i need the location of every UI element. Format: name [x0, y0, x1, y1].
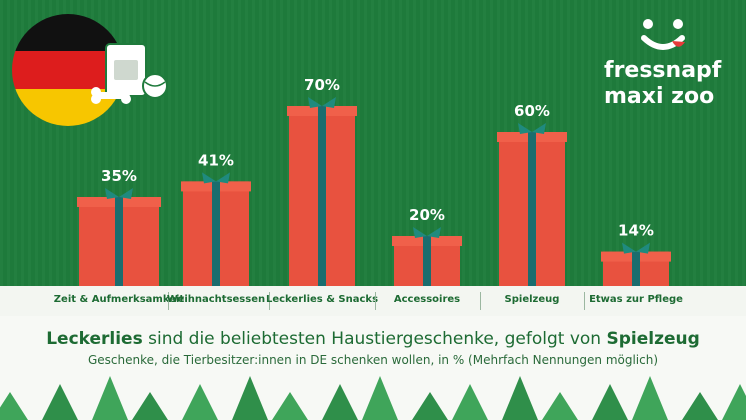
christmas-tree-icon — [362, 376, 398, 420]
bar-2: 41% — [181, 151, 251, 288]
category-label: Zeit & Aufmerksamkeit — [53, 294, 185, 305]
bar-bow-left — [518, 123, 532, 134]
bar-chart: 35% 41% 70% 20% 60% 14% — [77, 76, 671, 288]
christmas-tree-icon — [322, 384, 358, 420]
brand-line-1: fressnapf — [604, 58, 722, 83]
brand-face-icon — [641, 19, 685, 50]
christmas-tree-icon — [632, 376, 668, 420]
bar-bow-left — [202, 172, 216, 184]
bar-bow-right — [427, 227, 441, 238]
bar-bow-right — [532, 123, 546, 134]
category-label: Weihnachtsessen — [166, 294, 266, 305]
bar-1: 35% — [77, 167, 161, 288]
bar-bow-right — [322, 97, 336, 108]
axis-divider — [167, 292, 169, 310]
value-label: 60% — [514, 102, 550, 120]
christmas-tree-icon — [92, 376, 128, 420]
headline: Leckerlies sind die beliebtesten Haustie… — [0, 329, 746, 349]
christmas-trees-decoration — [0, 376, 746, 420]
headline-highlight-2: Spielzeug — [606, 329, 700, 349]
christmas-tree-icon — [542, 392, 578, 420]
value-label: 35% — [101, 167, 137, 185]
bar-bow-left — [308, 97, 322, 108]
bar-bow-left — [413, 227, 427, 238]
bar-bow-right — [216, 172, 230, 184]
bar-5: 60% — [497, 102, 567, 288]
christmas-tree-icon — [42, 384, 78, 420]
headline-middle: sind die beliebtesten Haustiergeschenke,… — [142, 329, 607, 349]
christmas-tree-icon — [232, 376, 268, 420]
brand-logo: fressnapf maxi zoo — [604, 58, 721, 110]
axis-divider — [269, 292, 270, 310]
category-axis — [0, 286, 746, 316]
value-label: 70% — [304, 76, 340, 94]
christmas-tree-icon — [272, 392, 308, 420]
category-label: Spielzeug — [504, 294, 560, 305]
christmas-tree-icon — [502, 376, 538, 420]
bar-bow-right — [119, 188, 133, 199]
bar-3: 70% — [287, 76, 357, 288]
pet-food-bag-icon — [105, 43, 147, 97]
germany-flag-icon — [12, 14, 168, 126]
brand-line-2: maxi zoo — [604, 84, 715, 109]
axis-divider — [584, 292, 585, 310]
christmas-tree-icon — [412, 392, 448, 420]
christmas-tree-icon — [182, 384, 218, 420]
value-label: 14% — [618, 222, 654, 240]
christmas-tree-icon — [452, 384, 488, 420]
christmas-tree-icon — [682, 392, 718, 420]
axis-divider — [374, 292, 376, 310]
category-label: Accessoires — [393, 294, 461, 305]
bar-ribbon — [212, 181, 220, 288]
christmas-tree-icon — [592, 384, 628, 420]
bar-ribbon — [318, 106, 326, 288]
christmas-tree-icon — [132, 392, 168, 420]
category-label: Leckerlies & Snacks — [265, 294, 379, 305]
category-label: Etwas zur Pflege — [589, 294, 683, 305]
bar-4: 20% — [392, 206, 462, 288]
bar-ribbon — [115, 197, 123, 288]
subheadline: Geschenke, die Tierbesitzer:innen in DE … — [87, 353, 659, 367]
bar-ribbon — [632, 251, 640, 288]
value-label: 20% — [409, 206, 445, 224]
bar-ribbon — [528, 132, 536, 288]
dog-bone-icon — [91, 87, 131, 104]
bar-bow-left — [105, 188, 119, 199]
bar-ribbon — [423, 236, 431, 288]
headline-highlight-1: Leckerlies — [46, 329, 143, 349]
bar-bow-right — [636, 242, 650, 254]
axis-divider — [479, 292, 481, 310]
christmas-tree-icon — [0, 392, 28, 420]
christmas-tree-icon — [722, 384, 746, 420]
bar-6: 14% — [601, 222, 671, 288]
bar-bow-left — [622, 242, 636, 254]
value-label: 41% — [198, 151, 234, 169]
ball-icon — [142, 73, 168, 99]
